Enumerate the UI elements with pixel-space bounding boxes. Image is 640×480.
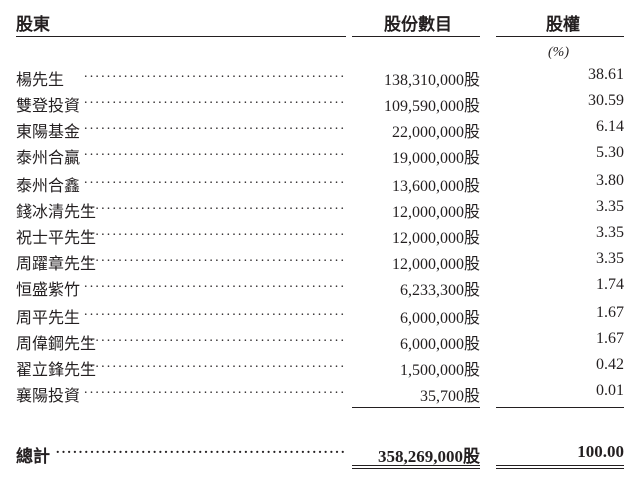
shareholding-percent: 1.67 bbox=[596, 304, 624, 321]
subtotal-rule-percent bbox=[496, 407, 624, 408]
shareholder-name: 祝士平先生 bbox=[16, 230, 97, 247]
shareholder-name: 泰州合贏 bbox=[16, 150, 81, 167]
shareholding-percent: 1.67 bbox=[596, 330, 624, 347]
table-row: 泰州合鑫 ...................................… bbox=[0, 172, 640, 198]
shareholding-percent: 0.01 bbox=[596, 382, 624, 399]
dot-leader: ........................................… bbox=[84, 66, 346, 81]
dot-leader: ........................................… bbox=[84, 356, 346, 371]
dot-leader: ........................................… bbox=[84, 92, 346, 107]
total-share-count: 358,269,000股 bbox=[378, 447, 480, 466]
dot-leader: ........................................… bbox=[84, 382, 346, 397]
shareholding-percent: 0.42 bbox=[596, 356, 624, 373]
header-divider-percent bbox=[496, 36, 624, 37]
shareholder-name: 翟立鋒先生 bbox=[16, 362, 97, 379]
share-count: 6,233,300股 bbox=[399, 282, 480, 299]
subtotal-rule-shares bbox=[352, 407, 480, 408]
total-double-rule-percent-bottom bbox=[496, 468, 624, 469]
shareholder-name: 雙登投資 bbox=[16, 98, 81, 115]
table-row: 翟立鋒先生 ..................................… bbox=[0, 356, 640, 382]
table-row: 楊先生 ....................................… bbox=[0, 66, 640, 92]
shareholder-name: 周平先生 bbox=[16, 310, 81, 327]
shareholding-percent: 3.35 bbox=[596, 250, 624, 267]
table-row: 周平先生 ...................................… bbox=[0, 304, 640, 330]
share-count: 6,000,000股 bbox=[399, 310, 480, 327]
shareholding-percent: 3.35 bbox=[596, 198, 624, 215]
share-count: 13,600,000股 bbox=[391, 178, 480, 195]
dot-leader: ........................................… bbox=[56, 442, 346, 457]
shareholding-percent: 5.30 bbox=[596, 144, 624, 161]
shareholder-name: 周躍章先生 bbox=[16, 256, 97, 273]
shareholder-name: 恒盛紫竹 bbox=[16, 282, 81, 299]
table-row: 雙登投資 ...................................… bbox=[0, 92, 640, 118]
shareholding-percent: 3.35 bbox=[596, 224, 624, 241]
total-percent: 100.00 bbox=[577, 442, 624, 461]
share-count: 19,000,000股 bbox=[391, 150, 480, 167]
shareholding-percent: 6.14 bbox=[596, 118, 624, 135]
table-row: 錢冰清先生 ..................................… bbox=[0, 198, 640, 224]
share-count: 12,000,000股 bbox=[391, 230, 480, 247]
table-row: 周偉鋼先生 ..................................… bbox=[0, 330, 640, 356]
total-double-rule-shares-bottom bbox=[352, 468, 480, 469]
column-header-shareholder: 股東 bbox=[16, 15, 50, 34]
shareholding-percent: 38.61 bbox=[588, 66, 624, 83]
total-row: 總計 .....................................… bbox=[0, 442, 640, 468]
total-double-rule-percent-top bbox=[496, 465, 624, 466]
dot-leader: ........................................… bbox=[84, 276, 346, 291]
shareholder-name: 周偉鋼先生 bbox=[16, 336, 97, 353]
dot-leader: ........................................… bbox=[84, 224, 346, 239]
percent-unit-label: (%) bbox=[548, 45, 569, 60]
share-count: 12,000,000股 bbox=[391, 256, 480, 273]
dot-leader: ........................................… bbox=[84, 330, 346, 345]
total-double-rule-shares-top bbox=[352, 465, 480, 466]
share-count: 1,500,000股 bbox=[399, 362, 480, 379]
shareholding-percent: 1.74 bbox=[596, 276, 624, 293]
shareholding-percent: 30.59 bbox=[588, 92, 624, 109]
column-header-percent: 股權 bbox=[546, 15, 580, 34]
total-label: 總計 bbox=[16, 447, 50, 466]
shareholder-name: 襄陽投資 bbox=[16, 388, 81, 405]
share-count: 22,000,000股 bbox=[391, 124, 480, 141]
shareholder-name: 楊先生 bbox=[16, 72, 65, 89]
table-row: 東陽基金 ...................................… bbox=[0, 118, 640, 144]
table-row: 襄陽投資 ...................................… bbox=[0, 382, 640, 408]
header-divider-shares bbox=[352, 36, 480, 37]
table-row: 泰州合贏 ...................................… bbox=[0, 144, 640, 170]
table-row: 周躍章先生 ..................................… bbox=[0, 250, 640, 276]
share-count: 6,000,000股 bbox=[399, 336, 480, 353]
share-count: 12,000,000股 bbox=[391, 204, 480, 221]
header-divider-shareholder bbox=[16, 36, 346, 37]
dot-leader: ........................................… bbox=[84, 250, 346, 265]
shareholder-name: 錢冰清先生 bbox=[16, 204, 97, 221]
dot-leader: ........................................… bbox=[84, 172, 346, 187]
share-count: 138,310,000股 bbox=[383, 72, 480, 89]
dot-leader: ........................................… bbox=[84, 118, 346, 133]
shareholding-percent: 3.80 bbox=[596, 172, 624, 189]
table-row: 祝士平先生 ..................................… bbox=[0, 224, 640, 250]
table-row: 恒盛紫竹 ...................................… bbox=[0, 276, 640, 302]
dot-leader: ........................................… bbox=[84, 304, 346, 319]
column-header-shares: 股份數目 bbox=[384, 15, 452, 34]
share-count: 109,590,000股 bbox=[383, 98, 480, 115]
shareholder-name: 東陽基金 bbox=[16, 124, 81, 141]
share-count: 35,700股 bbox=[419, 388, 480, 405]
dot-leader: ........................................… bbox=[84, 144, 346, 159]
shareholder-name: 泰州合鑫 bbox=[16, 178, 81, 195]
dot-leader: ........................................… bbox=[84, 198, 346, 213]
